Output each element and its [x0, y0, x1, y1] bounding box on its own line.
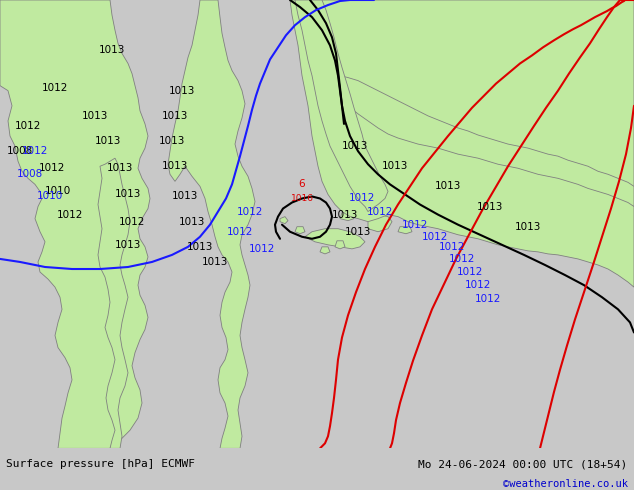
- Polygon shape: [340, 75, 634, 207]
- Text: 1012: 1012: [227, 227, 253, 237]
- Text: 1016: 1016: [290, 194, 313, 203]
- Text: Surface pressure [hPa] ECMWF: Surface pressure [hPa] ECMWF: [6, 459, 195, 469]
- Polygon shape: [295, 227, 305, 234]
- Text: Mo 24-06-2024 00:00 UTC (18+54): Mo 24-06-2024 00:00 UTC (18+54): [418, 459, 628, 469]
- Text: 1013: 1013: [158, 136, 185, 146]
- Polygon shape: [340, 213, 354, 220]
- Text: 1008: 1008: [7, 146, 33, 156]
- Text: 1013: 1013: [169, 86, 195, 96]
- Text: 1013: 1013: [162, 161, 188, 171]
- Polygon shape: [168, 0, 255, 448]
- Text: 1012: 1012: [349, 194, 375, 203]
- Text: 1008: 1008: [17, 170, 43, 179]
- Text: 1010: 1010: [45, 186, 71, 196]
- Polygon shape: [0, 0, 150, 448]
- Text: 1012: 1012: [249, 244, 275, 254]
- Text: 1012: 1012: [457, 267, 483, 277]
- Text: 1012: 1012: [465, 280, 491, 290]
- Text: 1013: 1013: [82, 111, 108, 121]
- Text: 1012: 1012: [42, 83, 68, 93]
- Text: 1013: 1013: [202, 257, 228, 267]
- Text: 1013: 1013: [172, 192, 198, 201]
- Text: 1013: 1013: [99, 46, 125, 55]
- Text: 1013: 1013: [107, 163, 133, 173]
- Polygon shape: [335, 241, 345, 249]
- Text: 1013: 1013: [115, 190, 141, 199]
- Text: 1010: 1010: [37, 192, 63, 201]
- Text: 1012: 1012: [22, 146, 48, 156]
- Text: 1013: 1013: [332, 210, 358, 220]
- Text: 1013: 1013: [342, 141, 368, 151]
- Polygon shape: [320, 247, 330, 254]
- Text: 1013: 1013: [95, 136, 121, 146]
- Text: 1012: 1012: [439, 242, 465, 252]
- Text: 1012: 1012: [422, 232, 448, 242]
- Text: 1013: 1013: [162, 111, 188, 121]
- Polygon shape: [368, 215, 392, 232]
- Text: 1013: 1013: [382, 161, 408, 171]
- Text: 1013: 1013: [345, 227, 371, 237]
- Polygon shape: [290, 0, 634, 287]
- Text: 1012: 1012: [57, 210, 83, 220]
- Text: 1012: 1012: [367, 207, 393, 217]
- Polygon shape: [280, 217, 288, 223]
- Polygon shape: [305, 229, 365, 249]
- Text: 1013: 1013: [515, 221, 541, 232]
- Text: 1013: 1013: [477, 201, 503, 212]
- Polygon shape: [295, 0, 388, 212]
- Text: 1012: 1012: [119, 217, 145, 227]
- Polygon shape: [98, 158, 130, 448]
- Text: 1012: 1012: [402, 220, 428, 230]
- Text: 1013: 1013: [187, 242, 213, 252]
- Text: 1012: 1012: [475, 294, 501, 304]
- Text: 1012: 1012: [15, 121, 41, 131]
- Text: 1012: 1012: [237, 207, 263, 217]
- Text: 1012: 1012: [39, 163, 65, 173]
- Text: ©weatheronline.co.uk: ©weatheronline.co.uk: [503, 479, 628, 489]
- Text: 1013: 1013: [115, 240, 141, 250]
- Polygon shape: [398, 227, 412, 234]
- Text: 1013: 1013: [179, 217, 205, 227]
- Text: 1012: 1012: [449, 254, 476, 264]
- Text: 6: 6: [299, 179, 306, 189]
- Text: 1013: 1013: [435, 181, 461, 192]
